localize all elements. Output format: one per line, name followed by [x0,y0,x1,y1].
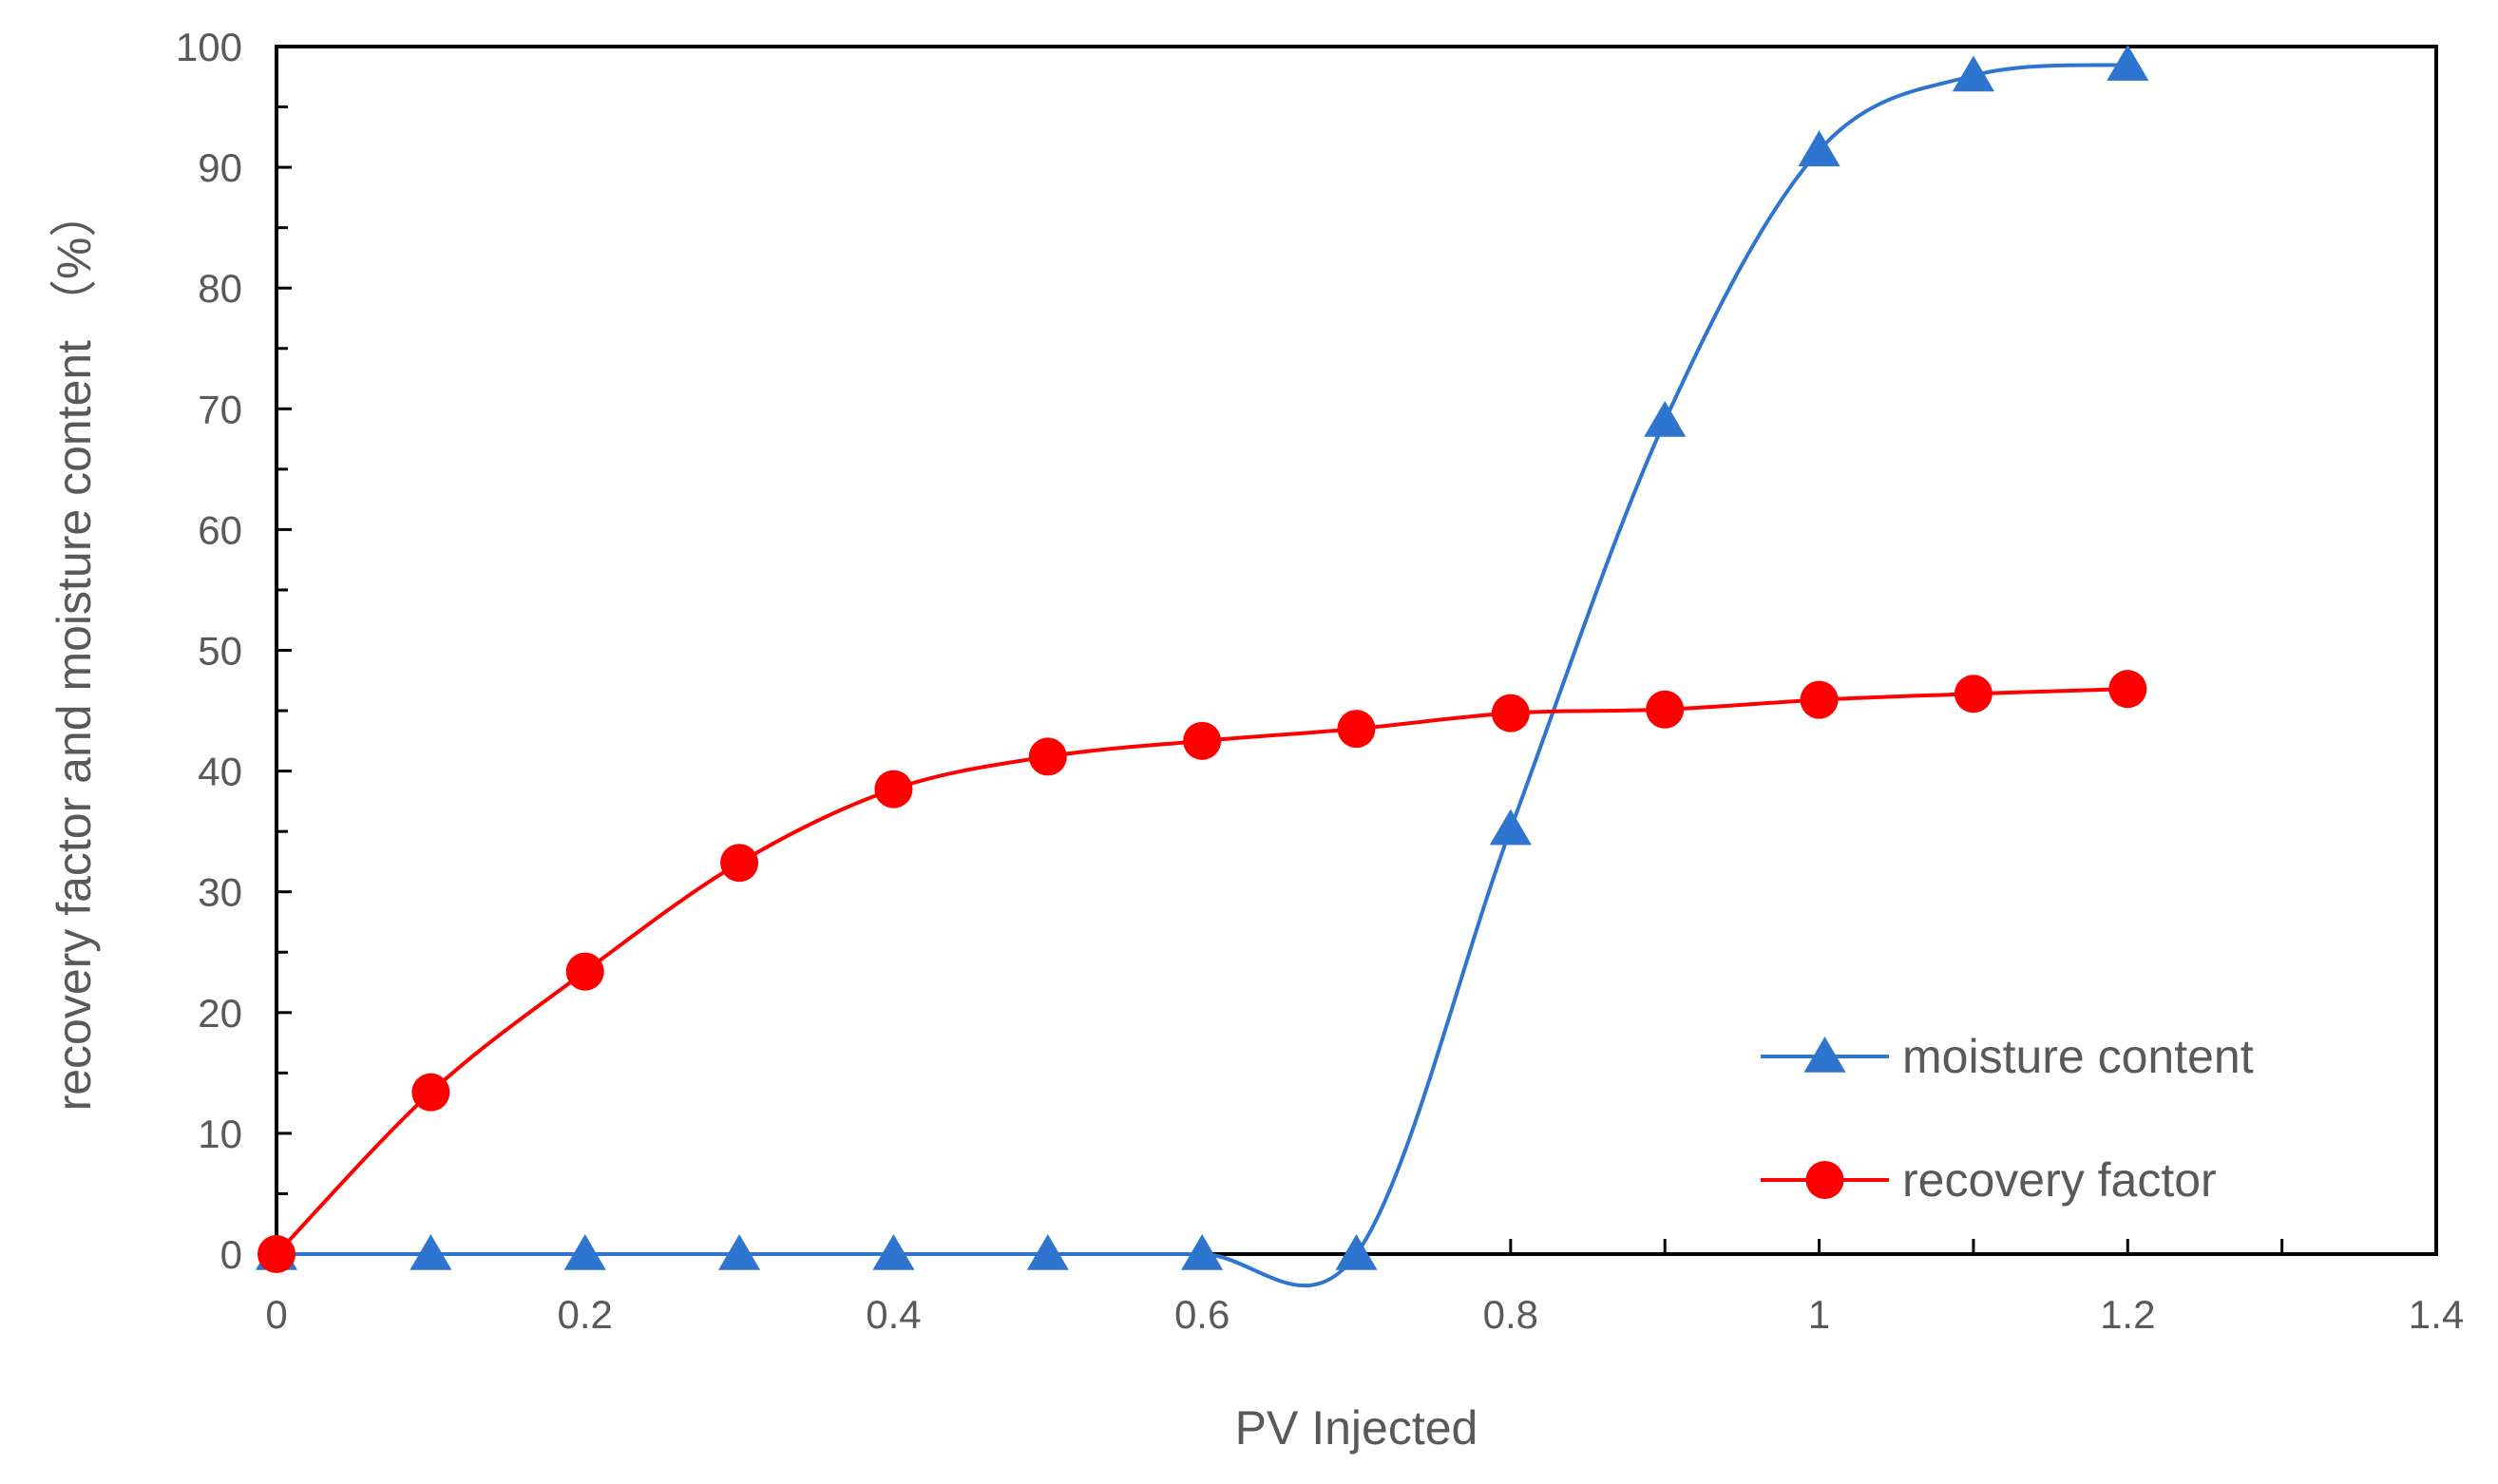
data-point [1800,680,1839,719]
x-tick-label: 0.2 [558,1292,613,1337]
y-tick-label: 20 [198,991,242,1036]
data-point [1491,694,1530,732]
data-point [257,1235,296,1273]
series-layer [255,45,2149,1288]
data-point [2108,670,2147,709]
legend-marker [1803,1037,1846,1073]
data-point [1952,55,1994,92]
x-axis-tick-labels: 0 0.2 0.4 0.6 0.8 1 1.2 1.4 [265,1292,2464,1337]
data-point [1337,710,1376,749]
legend-marker [1805,1161,1844,1199]
legend: moisture content recovery factor [1761,1030,2254,1207]
y-tick-label: 100 [176,25,242,69]
series-recovery-factor [257,670,2147,1273]
data-point [563,1234,606,1270]
legend-item: moisture content [1761,1030,2254,1083]
data-point [1181,1234,1224,1270]
y-tick-label: 60 [198,507,242,552]
data-point [2107,45,2149,81]
y-tick-label: 30 [198,870,242,915]
data-point [410,1234,452,1270]
series-line [276,63,2128,1288]
data-point [1489,809,1532,846]
data-point [1644,401,1687,437]
x-tick-label: 0.6 [1174,1292,1230,1337]
series-line [275,687,2128,1256]
data-point [1183,721,1222,760]
data-point [1646,690,1685,729]
data-point [565,952,604,991]
x-tick-label: 1 [1808,1292,1830,1337]
data-point [1028,737,1067,776]
y-axis-title: recovery factor and moisture content （%） [48,190,101,1112]
x-axis-title: PV Injected [1235,1401,1478,1455]
y-axis-tick-labels: 0 10 20 30 40 50 60 70 80 90 100 [176,25,242,1277]
data-point [874,770,913,809]
data-point [720,844,759,883]
data-point [872,1234,915,1270]
legend-label: moisture content [1902,1030,2254,1083]
y-tick-label: 50 [198,629,242,674]
legend-label: recovery factor [1902,1153,2217,1207]
data-point [1954,675,1993,713]
data-point [1026,1234,1069,1270]
y-tick-label: 90 [198,145,242,190]
y-tick-label: 70 [198,387,242,431]
x-tick-label: 1.4 [2409,1292,2464,1337]
y-tick-label: 40 [198,750,242,794]
x-tick-label: 0.4 [866,1292,921,1337]
x-tick-label: 1.2 [2100,1292,2155,1337]
series-moisture-content [255,45,2149,1288]
data-point [1335,1234,1378,1270]
x-tick-label: 0.8 [1483,1292,1538,1337]
data-point [718,1234,761,1270]
x-tick-label: 0 [265,1292,287,1337]
y-tick-label: 10 [198,1112,242,1156]
data-point [411,1073,450,1112]
y-tick-label: 0 [220,1232,242,1277]
legend-item: recovery factor [1761,1153,2217,1207]
data-point [1798,130,1840,167]
y-tick-label: 80 [198,266,242,311]
